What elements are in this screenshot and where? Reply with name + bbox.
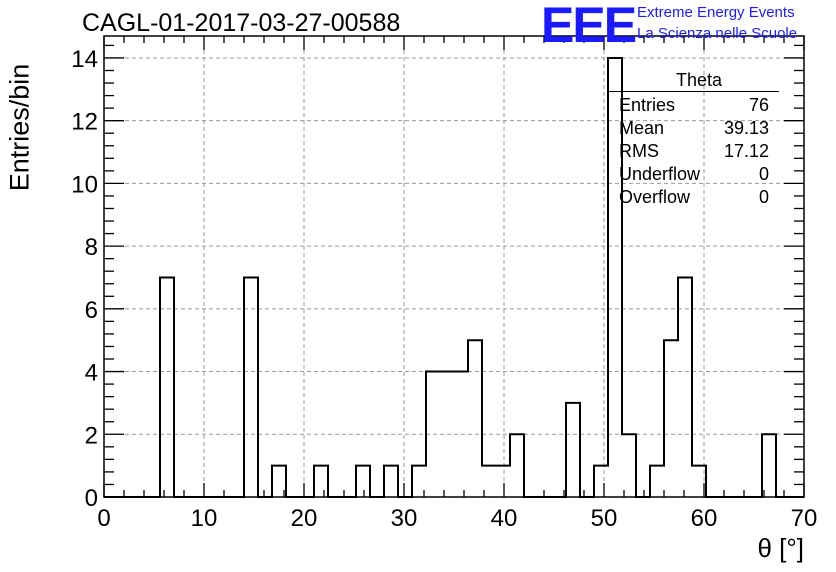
histogram-bar: [566, 403, 580, 497]
stats-box: Theta Entries 76 Mean 39.13 RMS 17.12 Un…: [609, 70, 779, 209]
histogram-bar: [468, 340, 482, 497]
y-tick-label: 2: [85, 422, 98, 449]
stats-label: Overflow: [619, 187, 691, 207]
stats-value: 0: [758, 187, 769, 207]
histogram-bar: [650, 466, 664, 497]
histogram-bar: [510, 434, 524, 497]
stats-row-entries: Entries 76: [609, 94, 779, 117]
stats-label: Underflow: [619, 164, 701, 184]
stats-value: 17.12: [723, 141, 769, 161]
stats-value: 0: [758, 164, 769, 184]
histogram-outline: [104, 56, 804, 498]
histogram-bar: [762, 434, 776, 497]
stats-label: Mean: [619, 118, 665, 138]
stats-label: RMS: [619, 141, 659, 161]
y-tick-label: 4: [85, 360, 98, 387]
stats-title: Theta: [675, 70, 723, 90]
x-tick-label: 60: [691, 505, 718, 532]
y-tick-label: 14: [71, 46, 98, 73]
histogram-bar: [356, 466, 370, 497]
stats-row-rms: RMS 17.12: [609, 140, 779, 163]
histogram-bar: [496, 466, 510, 497]
eee-logo: EEE: [541, 0, 637, 53]
y-tick-label: 6: [85, 297, 98, 324]
histogram-bar: [244, 277, 258, 497]
chart-title: CAGL-01-2017-03-27-00588: [82, 9, 401, 37]
histogram-bar: [664, 340, 678, 497]
stats-label: Entries: [619, 95, 676, 115]
x-tick-label: 50: [591, 505, 618, 532]
stats-row-mean: Mean 39.13: [609, 117, 779, 140]
histogram-bar: [594, 466, 608, 497]
logo-line-1: Extreme Energy Events: [637, 4, 795, 21]
y-tick-label: 10: [71, 171, 98, 198]
histogram-bar: [160, 277, 174, 497]
histogram-bar: [678, 277, 692, 497]
x-tick-label: 70: [791, 505, 818, 532]
histogram-bar: [314, 466, 328, 497]
histogram-bar: [622, 434, 636, 497]
stats-divider: [609, 91, 779, 92]
histogram-bar: [384, 466, 398, 497]
x-tick-label: 20: [291, 505, 318, 532]
y-tick-label: 12: [71, 109, 98, 136]
x-tick-label: 10: [191, 505, 218, 532]
y-tick-label: 8: [85, 234, 98, 261]
y-tick-label: 0: [85, 485, 98, 512]
stats-row-overflow: Overflow 0: [609, 186, 779, 209]
stats-value: 76: [748, 95, 769, 115]
histogram-bars: [104, 56, 804, 498]
plot-frame: [103, 35, 805, 498]
x-tick-label: 30: [391, 505, 418, 532]
logo-line-2: La Scienza nelle Scuole: [637, 25, 798, 42]
stats-value: 39.13: [723, 118, 769, 138]
x-tick-label: 40: [491, 505, 518, 532]
tick-labels: 0 10 20 30 40 50 60 70 0 2 4 6 8 10 12 14: [71, 46, 817, 532]
stats-row-underflow: Underflow 0: [609, 163, 779, 186]
x-axis-label: θ [°]: [757, 533, 804, 563]
x-tick-label: 0: [97, 505, 110, 532]
y-axis-label: Entries/bin: [4, 63, 35, 192]
axes: [103, 35, 805, 498]
